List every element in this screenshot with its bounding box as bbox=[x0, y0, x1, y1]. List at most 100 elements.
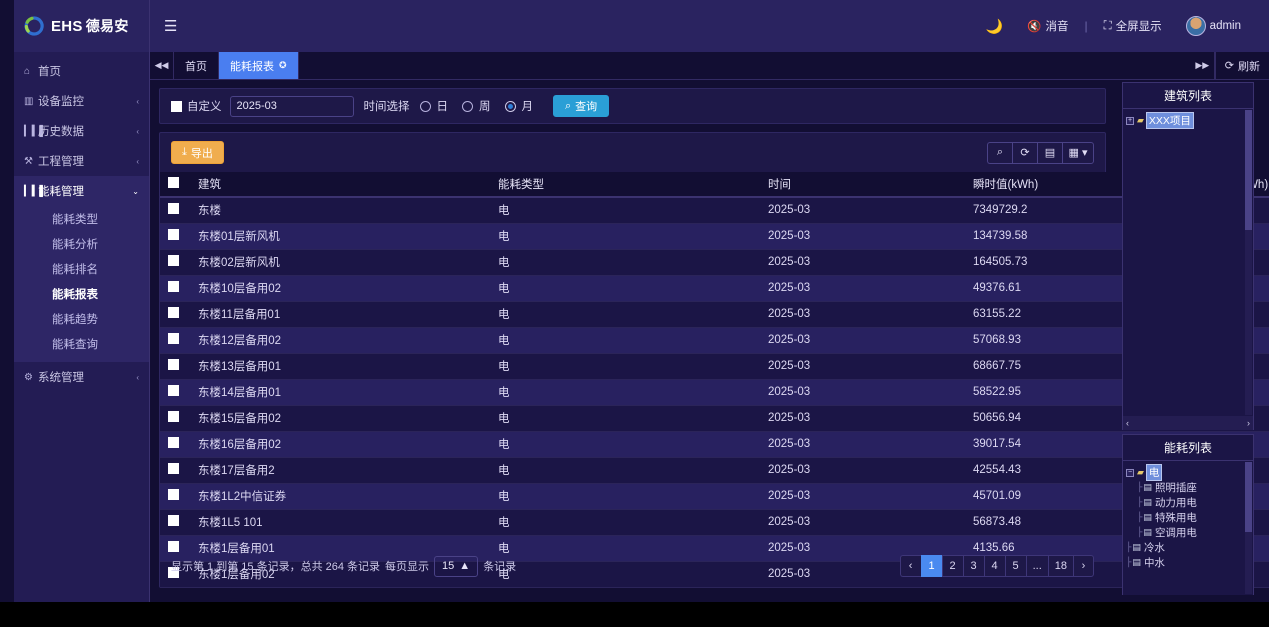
query-button[interactable]: ⌕ 查询 bbox=[553, 95, 610, 117]
mute-button[interactable]: 🔇 消音 bbox=[1015, 18, 1080, 34]
page-button-...[interactable]: ... bbox=[1025, 555, 1048, 577]
scroll-thumb[interactable] bbox=[1245, 462, 1252, 532]
page-button-3[interactable]: 3 bbox=[962, 555, 984, 577]
radio-week[interactable]: 周 bbox=[462, 98, 491, 114]
custom-checkbox[interactable] bbox=[171, 100, 182, 112]
sidebar-item-home[interactable]: ⌂ 首页 bbox=[14, 56, 149, 86]
sidebar-subitem-energy-trend[interactable]: 能耗趋势 bbox=[14, 306, 149, 331]
sidebar-item-energy-management[interactable]: ▎▍▌ 能耗管理 ⌄ bbox=[14, 176, 149, 206]
fullscreen-button[interactable]: ⛶ 全屏显示 bbox=[1092, 18, 1174, 34]
energy-vertical-scrollbar[interactable] bbox=[1245, 462, 1252, 594]
building-horizontal-scrollbar[interactable]: ‹ › bbox=[1122, 416, 1254, 430]
row-select-cell bbox=[160, 483, 190, 510]
page-size-select[interactable]: 15 ▲ bbox=[434, 555, 479, 577]
close-circle-icon[interactable]: ✪ bbox=[279, 60, 287, 70]
tree-node[interactable]: − ▰ 电 bbox=[1126, 464, 1250, 481]
toggle-view-icon[interactable]: ▤ bbox=[1037, 141, 1062, 164]
table-footer: 显示第 1 到第 15 条记录，总共 264 条记录 每页显示 15 ▲ 条记录… bbox=[160, 545, 1105, 587]
page-button-2[interactable]: 2 bbox=[941, 555, 963, 577]
tab-home[interactable]: 首页 bbox=[174, 52, 219, 79]
date-input[interactable] bbox=[229, 95, 354, 117]
row-checkbox[interactable] bbox=[168, 437, 179, 448]
cell-building: 东楼1层备用02 bbox=[190, 561, 490, 588]
sidebar-item-system-management[interactable]: ⚙ 系统管理 ‹ bbox=[14, 362, 149, 392]
radio-month[interactable]: 月 bbox=[504, 98, 533, 114]
theme-toggle-button[interactable]: 🌙 bbox=[974, 18, 1015, 35]
page-button-18[interactable]: 18 bbox=[1047, 555, 1073, 577]
row-checkbox[interactable] bbox=[168, 385, 179, 396]
sidebar-subitem-energy-query[interactable]: 能耗查询 bbox=[14, 331, 149, 356]
hamburger-menu-icon[interactable]: ☰ bbox=[164, 18, 178, 35]
page-button-‹[interactable]: ‹ bbox=[899, 555, 921, 577]
row-checkbox[interactable] bbox=[168, 541, 179, 552]
row-checkbox[interactable] bbox=[168, 333, 179, 344]
tree-node[interactable]: ├ ▤ 照明插座 bbox=[1126, 480, 1250, 495]
sidebar-item-project-management[interactable]: ⚒ 工程管理 ‹ bbox=[14, 146, 149, 176]
columns-icon[interactable]: ▦ ▾ bbox=[1062, 141, 1094, 164]
sidebar-subitem-energy-report[interactable]: 能耗报表 bbox=[14, 281, 149, 306]
page-button-›[interactable]: › bbox=[1073, 555, 1094, 577]
scroll-thumb[interactable] bbox=[1245, 110, 1252, 230]
page-button-1[interactable]: 1 bbox=[920, 555, 942, 577]
column-header-time[interactable]: 时间 bbox=[760, 172, 965, 198]
column-header-building[interactable]: 建筑 bbox=[190, 172, 490, 198]
row-checkbox[interactable] bbox=[168, 463, 179, 474]
row-checkbox[interactable] bbox=[168, 255, 179, 266]
refresh-button[interactable]: ⟳ 刷新 bbox=[1214, 52, 1269, 79]
column-header-energy-type[interactable]: 能耗类型 bbox=[490, 172, 760, 198]
tree-node[interactable]: ├ ▤ 特殊用电 bbox=[1126, 510, 1250, 525]
select-all-checkbox[interactable] bbox=[168, 177, 179, 188]
page-button-4[interactable]: 4 bbox=[983, 555, 1005, 577]
refresh-icon[interactable]: ⟳ bbox=[1012, 141, 1037, 164]
page-button-5[interactable]: 5 bbox=[1004, 555, 1026, 577]
row-checkbox[interactable] bbox=[168, 281, 179, 292]
export-button[interactable]: ⤓ 导出 bbox=[171, 141, 224, 164]
tab-label: 首页 bbox=[185, 60, 207, 73]
row-checkbox[interactable] bbox=[168, 411, 179, 422]
search-icon[interactable]: ⌕ bbox=[987, 141, 1012, 164]
tree-node[interactable]: ├ ▤ 空调用电 bbox=[1126, 525, 1250, 540]
tree-expander-icon[interactable]: + bbox=[1126, 116, 1134, 125]
sidebar-subitem-energy-ranking[interactable]: 能耗排名 bbox=[14, 256, 149, 281]
radio-day[interactable]: 日 bbox=[419, 98, 449, 114]
row-checkbox[interactable] bbox=[168, 203, 179, 215]
tree-node[interactable]: ├ ▤ 冷水 bbox=[1126, 540, 1250, 555]
radio-label: 日 bbox=[436, 101, 449, 113]
tree-expander-icon[interactable]: − bbox=[1126, 468, 1134, 477]
building-vertical-scrollbar[interactable] bbox=[1245, 110, 1252, 415]
row-checkbox[interactable] bbox=[168, 307, 179, 318]
row-checkbox[interactable] bbox=[168, 489, 179, 500]
tree-node[interactable]: ├ ▤ 动力用电 bbox=[1126, 495, 1250, 510]
chevron-left-icon[interactable]: ‹ bbox=[1126, 418, 1129, 428]
row-checkbox[interactable] bbox=[168, 567, 179, 578]
sidebar-subitem-energy-type[interactable]: 能耗类型 bbox=[14, 206, 149, 231]
chevron-right-icon[interactable]: › bbox=[1247, 418, 1250, 428]
sidebar-item-device-monitor[interactable]: ▥ 设备监控 ‹ bbox=[14, 86, 149, 116]
sidebar-item-history-data[interactable]: ▎▍▌ 历史数据 ‹ bbox=[14, 116, 149, 146]
brand-logo-area[interactable]: EHS 德易安 bbox=[14, 0, 149, 52]
row-checkbox[interactable] bbox=[168, 359, 179, 370]
double-chevron-right-icon[interactable]: ▶▶ bbox=[1191, 52, 1215, 79]
row-checkbox[interactable] bbox=[168, 515, 179, 526]
row-checkbox[interactable] bbox=[168, 229, 179, 240]
tree-node[interactable]: + ▰ XXX项目 bbox=[1126, 112, 1250, 129]
user-menu[interactable]: admin bbox=[1174, 16, 1253, 36]
cell-time: 2025-03 bbox=[760, 223, 965, 250]
double-chevron-left-icon[interactable]: ◀◀ bbox=[150, 52, 174, 79]
tree-node[interactable]: ├ ▤ 中水 bbox=[1126, 555, 1250, 570]
tab-energy-report[interactable]: 能耗报表 ✪ bbox=[219, 52, 299, 79]
sidebar-subitem-energy-analysis[interactable]: 能耗分析 bbox=[14, 231, 149, 256]
